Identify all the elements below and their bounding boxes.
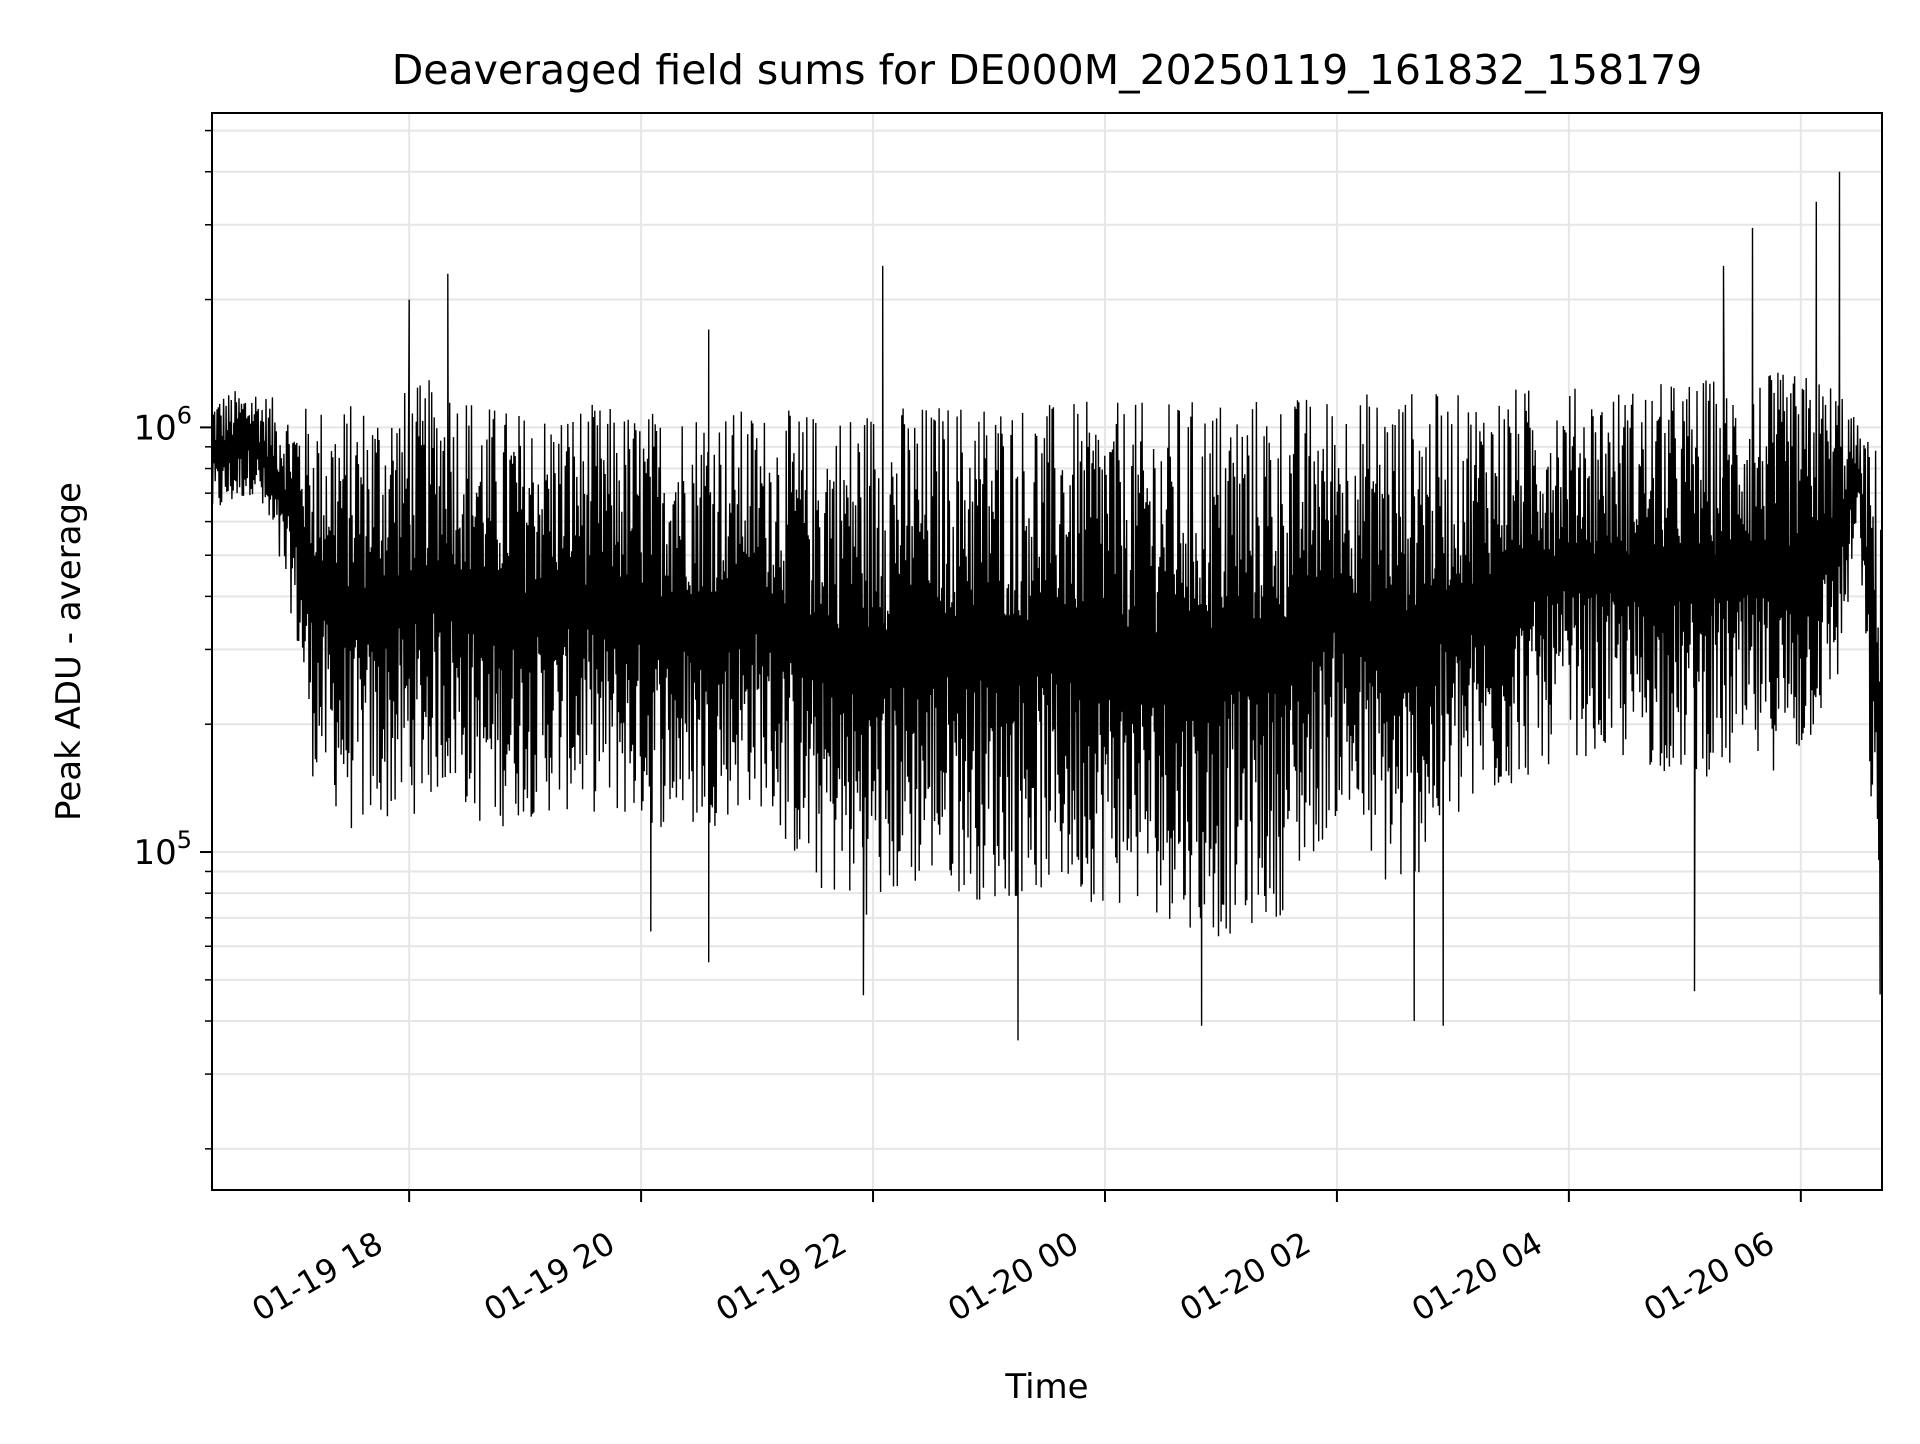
x-tick-label: 01-19 18 — [246, 1224, 390, 1329]
x-axis: 01-19 18 01-19 20 01-19 22 01-20 00 01-20 02… — [246, 1190, 1802, 1329]
x-tick-label: 01-20 06 — [1637, 1224, 1781, 1329]
x-tick-label: 01-19 22 — [709, 1224, 853, 1329]
y-axis-label: Peak ADU - average — [49, 482, 89, 821]
x-tick-label: 01-19 20 — [477, 1224, 621, 1329]
x-tick-label: 01-20 04 — [1405, 1224, 1549, 1329]
x-tick-label: 01-20 02 — [1173, 1224, 1317, 1329]
series-line — [211, 171, 1883, 1132]
plot-frame — [211, 112, 1883, 1191]
chart-title: Deaveraged field sums for DE000M_2025011… — [392, 46, 1703, 94]
data-layer — [211, 171, 1883, 1132]
y-tick-label: 106 — [133, 401, 192, 448]
y-tick-label: 105 — [133, 826, 192, 873]
y-axis: 105 106 — [133, 129, 212, 1150]
x-tick-label: 01-20 00 — [941, 1224, 1085, 1329]
x-axis-label: Time — [1004, 1367, 1088, 1407]
